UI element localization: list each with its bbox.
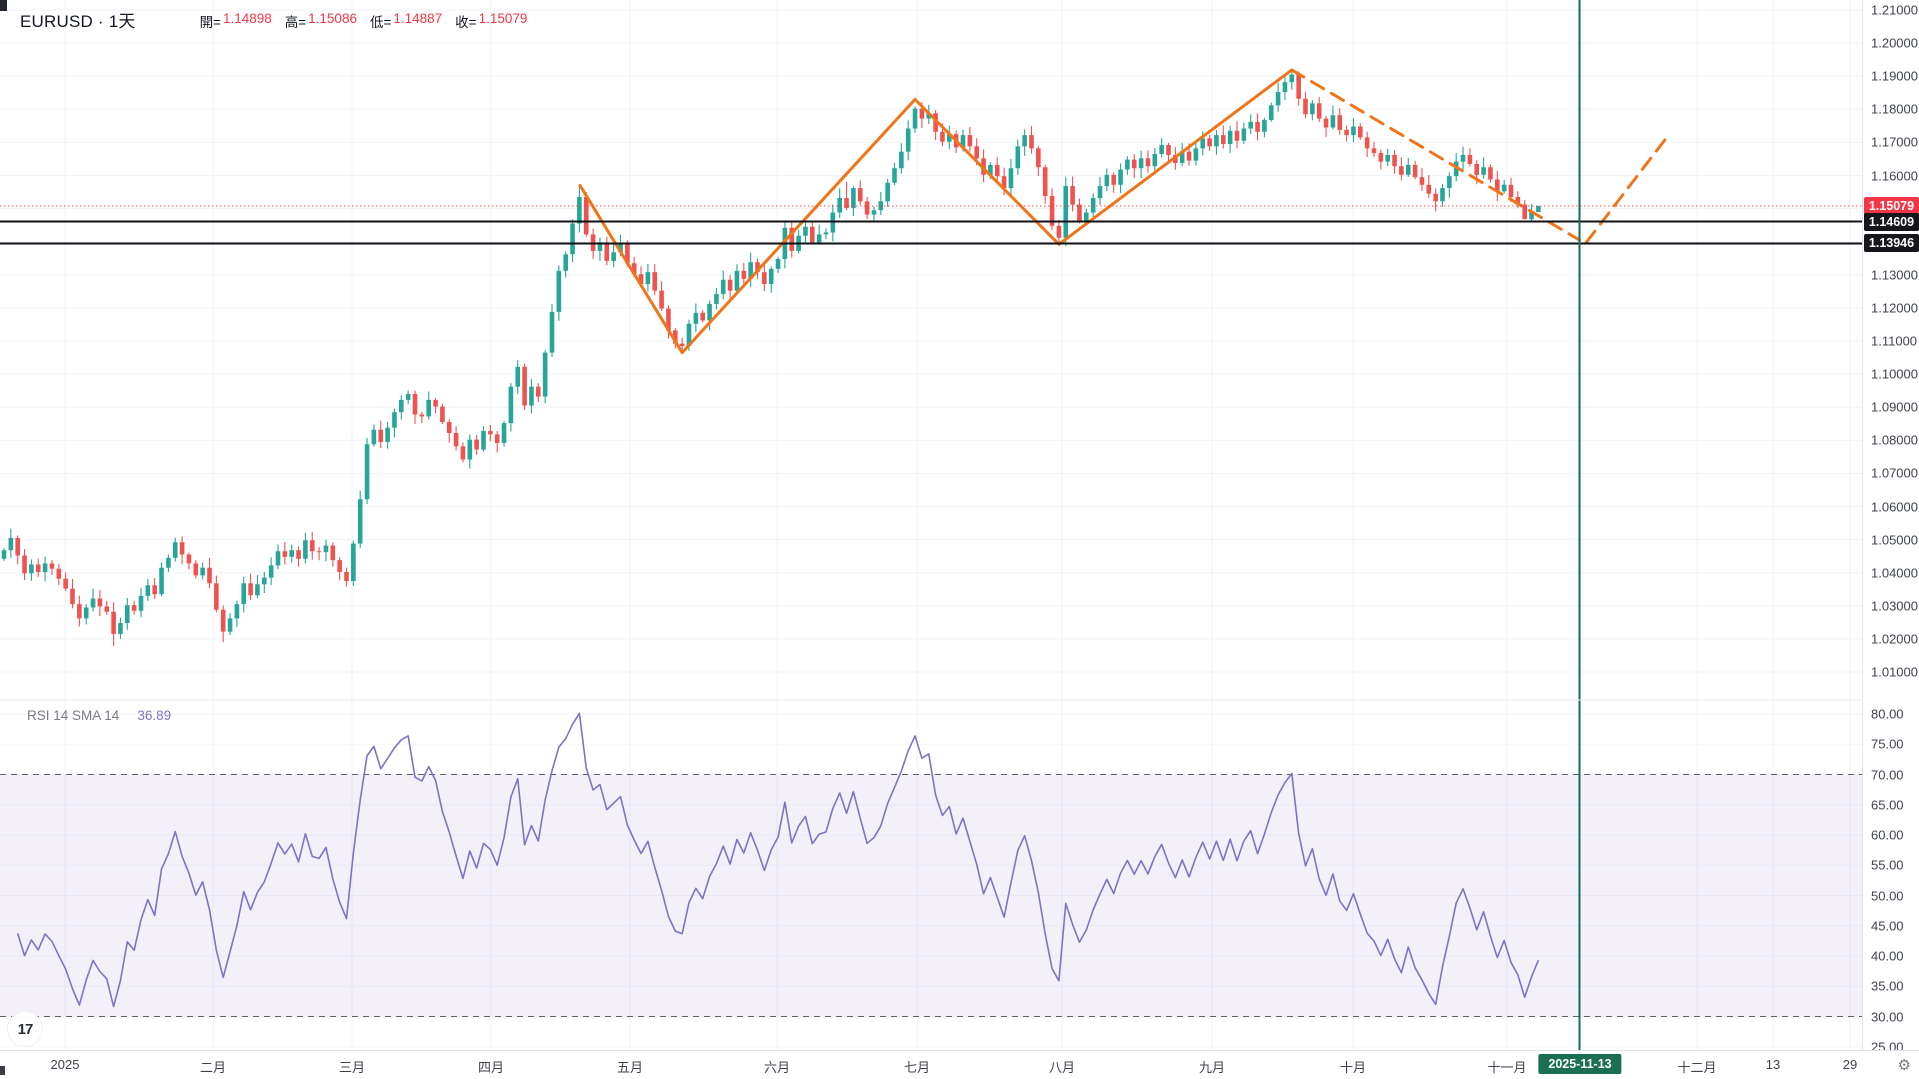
price-tick: 1.08000 — [1871, 432, 1918, 448]
level-price-badge: 1.14609 — [1864, 212, 1919, 231]
rsi-tick: 70.00 — [1871, 767, 1904, 782]
price-tick: 1.12000 — [1871, 300, 1918, 316]
rsi-indicator-title: RSI 14 SMA 14 — [27, 708, 120, 723]
zigzag-trendline — [578, 68, 1293, 355]
rsi-tick: 60.00 — [1871, 827, 1904, 843]
ohlc-pair: 低= 1.14887 — [369, 11, 443, 30]
price-tick: 1.03000 — [1871, 598, 1918, 614]
current-price-badge: 1.15079 — [1864, 196, 1919, 215]
level-price-badge: 1.13946 — [1864, 234, 1919, 253]
price-tick: 1.02000 — [1871, 631, 1918, 647]
rsi-tick: 30.00 — [1871, 1009, 1904, 1024]
price-tick: 1.09000 — [1871, 399, 1918, 415]
time-tick: 八月 — [1048, 1060, 1076, 1075]
rsi-line — [16, 712, 1540, 1008]
ohlc-pair: 收= 1.15079 — [455, 11, 528, 30]
rsi-tick: 55.00 — [1871, 857, 1904, 873]
rsi-tick: 35.00 — [1871, 978, 1904, 994]
price-tick: 1.04000 — [1871, 565, 1918, 581]
price-tick: 1.05000 — [1871, 532, 1918, 548]
time-tick: 三月 — [338, 1060, 366, 1075]
rsi-tick: 40.00 — [1871, 948, 1904, 964]
time-tick: 十月 — [1339, 1060, 1367, 1075]
time-tick: 五月 — [616, 1060, 644, 1075]
ohlc-values: 開= 1.14898 高= 1.15086 低= 1.14887 收= 1.15079 — [200, 11, 528, 31]
price-tick: 1.17000 — [1871, 134, 1918, 150]
time-tick: 29 — [1842, 1057, 1858, 1072]
time-tick: 七月 — [903, 1060, 931, 1075]
rsi-band — [0, 774, 1862, 1017]
time-tick: 2025 — [50, 1057, 80, 1072]
tradingview-logo[interactable]: 17 — [8, 1012, 42, 1046]
rsi-indicator-value: 36.89 — [137, 708, 172, 723]
price-tick: 1.10000 — [1871, 366, 1918, 382]
tradingview-logo-glyph: 17 — [17, 1020, 34, 1038]
rsi-indicator-legend[interactable]: RSI 14 SMA 14 36.89 — [27, 708, 171, 723]
cropped-ui-fragment-bottom — [0, 1066, 5, 1075]
rsi-tick: 65.00 — [1871, 797, 1904, 813]
price-tick: 1.07000 — [1871, 465, 1918, 481]
price-tick: 1.20000 — [1871, 35, 1918, 51]
price-tick: 1.13000 — [1871, 267, 1918, 283]
price-tick: 1.11000 — [1871, 333, 1918, 349]
candles-layer — [1, 69, 1541, 647]
symbol-legend[interactable]: EURUSD · 1天 開= 1.14898 高= 1.15086 低= 1.14887 收… — [20, 7, 527, 32]
price-tick: 1.16000 — [1871, 168, 1918, 183]
price-axis[interactable]: 1.21000 1.20000 1.19000 1.18000 1.17000 1.160… — [1862, 0, 1919, 1054]
time-tick: 十一月 — [1487, 1060, 1527, 1075]
time-tick: 十二月 — [1677, 1060, 1717, 1075]
cropped-ui-fragment-top — [0, 0, 7, 11]
ohlc-pair: 開= 1.14898 — [199, 11, 272, 30]
time-axis[interactable]: 2025 二月 三月 四月 五月 六月 七月 八月 九月 十月 十一月 十二月 13 29 2025-11-… — [0, 1050, 1919, 1079]
price-tick: 1.01000 — [1871, 664, 1918, 680]
price-tick: 1.18000 — [1871, 101, 1918, 117]
rsi-tick: 75.00 — [1871, 736, 1904, 752]
settings-gear-icon[interactable]: ⚙ — [1897, 1057, 1911, 1074]
price-tick: 1.19000 — [1871, 68, 1918, 84]
price-tick: 1.06000 — [1871, 499, 1918, 514]
ohlc-pair: 高= 1.15086 — [284, 11, 357, 30]
rsi-tick: 50.00 — [1871, 888, 1904, 903]
time-tick: 二月 — [199, 1060, 227, 1075]
time-tick: 六月 — [763, 1060, 791, 1075]
zigzag-projection-dashed — [1290, 68, 1581, 242]
symbol-title: EURUSD · 1天 — [20, 12, 136, 31]
price-tick: 1.21000 — [1871, 2, 1918, 18]
time-tick: 九月 — [1198, 1060, 1226, 1075]
time-tick: 13 — [1765, 1057, 1781, 1072]
rsi-tick: 80.00 — [1871, 706, 1904, 722]
rsi-tick: 45.00 — [1871, 918, 1904, 934]
chart-canvas[interactable] — [0, 0, 1919, 1050]
date-badge: 2025-11-13 — [1538, 1054, 1622, 1074]
time-tick: 四月 — [477, 1060, 505, 1075]
zigzag-projection-dashed — [1584, 133, 1671, 244]
